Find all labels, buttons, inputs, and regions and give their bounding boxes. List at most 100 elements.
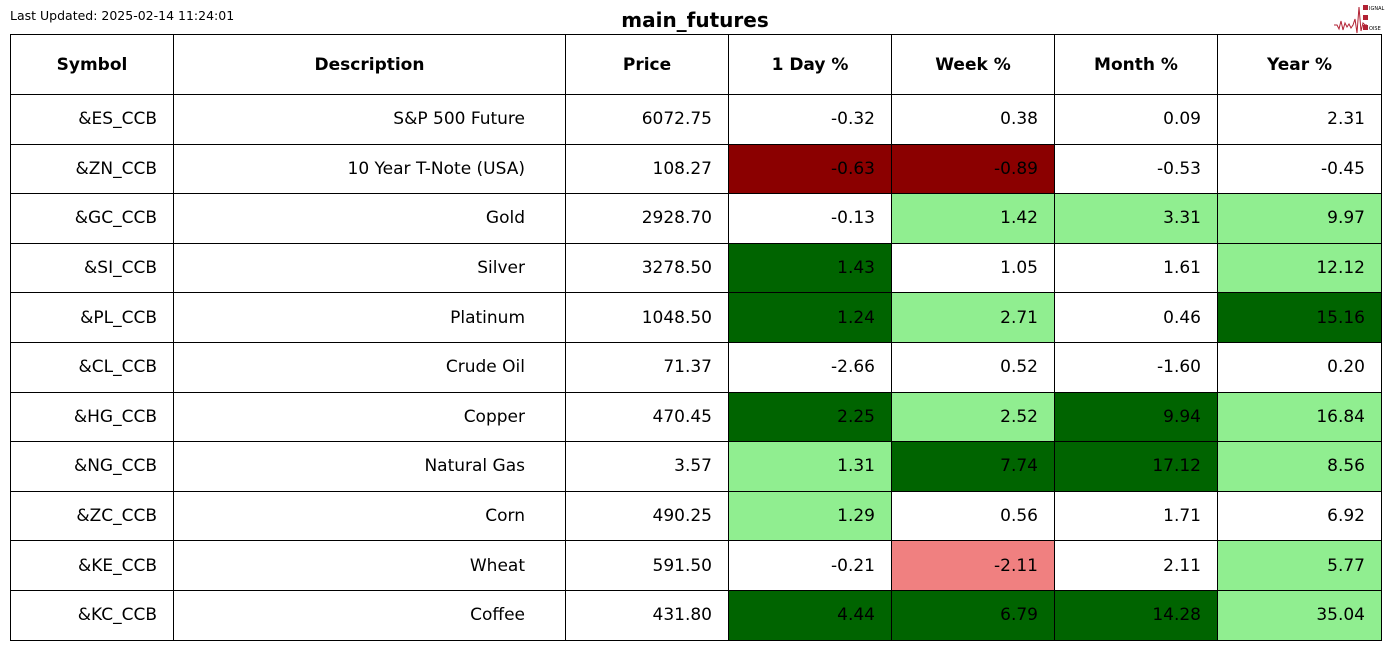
price-cell: 431.80 bbox=[565, 589, 729, 641]
day-pct-cell: -0.13 bbox=[728, 193, 892, 244]
symbol-cell: &ZN_CCB bbox=[10, 143, 174, 195]
week-pct-cell: 7.74 bbox=[891, 441, 1055, 492]
year-pct-cell: 8.56 bbox=[1217, 441, 1382, 492]
year-pct-cell: 6.92 bbox=[1217, 490, 1382, 542]
day-pct-cell: -0.63 bbox=[728, 143, 892, 195]
description-cell: Copper bbox=[173, 391, 566, 443]
symbol-cell: &CL_CCB bbox=[10, 341, 174, 393]
year-pct-cell: 9.97 bbox=[1217, 193, 1382, 244]
day-pct-cell: 1.29 bbox=[728, 490, 892, 542]
column-header: Week % bbox=[891, 34, 1055, 95]
price-cell: 6072.75 bbox=[565, 94, 729, 145]
column-header: Price bbox=[565, 34, 729, 95]
week-pct-cell: 2.52 bbox=[891, 391, 1055, 443]
year-pct-cell: -0.45 bbox=[1217, 143, 1382, 195]
month-pct-cell: 1.71 bbox=[1054, 490, 1218, 542]
week-pct-cell: 0.52 bbox=[891, 341, 1055, 393]
futures-table: Symbol Description Price 1 Day % Week % Month… bbox=[10, 34, 1382, 641]
description-cell: S&P 500 Future bbox=[173, 94, 566, 145]
symbol-cell: &SI_CCB bbox=[10, 242, 174, 294]
week-pct-cell: 0.38 bbox=[891, 94, 1055, 145]
month-pct-cell: 0.09 bbox=[1054, 94, 1218, 145]
day-pct-cell: 1.31 bbox=[728, 441, 892, 492]
table-row: &KE_CCB Wheat 591.50 -0.21 -2.11 2.11 5.77 bbox=[10, 540, 1382, 591]
price-cell: 490.25 bbox=[565, 490, 729, 542]
year-pct-cell: 0.20 bbox=[1217, 341, 1382, 393]
description-cell: Platinum bbox=[173, 292, 566, 343]
table-row: &ZC_CCB Corn 490.25 1.29 0.56 1.71 6.92 bbox=[10, 490, 1382, 542]
month-pct-cell: 9.94 bbox=[1054, 391, 1218, 443]
day-pct-cell: -2.66 bbox=[728, 341, 892, 393]
day-pct-cell: -0.21 bbox=[728, 540, 892, 591]
year-pct-cell: 12.12 bbox=[1217, 242, 1382, 294]
year-pct-cell: 5.77 bbox=[1217, 540, 1382, 591]
price-cell: 470.45 bbox=[565, 391, 729, 443]
description-cell: Gold bbox=[173, 193, 566, 244]
year-pct-cell: 2.31 bbox=[1217, 94, 1382, 145]
year-pct-cell: 15.16 bbox=[1217, 292, 1382, 343]
svg-text:IGNAL: IGNAL bbox=[1369, 6, 1385, 12]
month-pct-cell: 0.46 bbox=[1054, 292, 1218, 343]
week-pct-cell: 6.79 bbox=[891, 589, 1055, 641]
table-row: &CL_CCB Crude Oil 71.37 -2.66 0.52 -1.60 0.20 bbox=[10, 341, 1382, 393]
day-pct-cell: 1.24 bbox=[728, 292, 892, 343]
table-row: &PL_CCB Platinum 1048.50 1.24 2.71 0.46 15.16 bbox=[10, 292, 1382, 343]
week-pct-cell: 1.42 bbox=[891, 193, 1055, 244]
description-cell: Corn bbox=[173, 490, 566, 542]
month-pct-cell: 3.31 bbox=[1054, 193, 1218, 244]
header-row: Symbol Description Price 1 Day % Week % Month… bbox=[10, 34, 1382, 95]
price-cell: 591.50 bbox=[565, 540, 729, 591]
last-updated: Last Updated: 2025-02-14 11:24:01 bbox=[10, 8, 235, 23]
symbol-cell: &GC_CCB bbox=[10, 193, 174, 244]
month-pct-cell: -0.53 bbox=[1054, 143, 1218, 195]
description-cell: Natural Gas bbox=[173, 441, 566, 492]
year-pct-cell: 35.04 bbox=[1217, 589, 1382, 641]
week-pct-cell: 1.05 bbox=[891, 242, 1055, 294]
price-cell: 108.27 bbox=[565, 143, 729, 195]
column-header: Description bbox=[173, 34, 566, 95]
price-cell: 3.57 bbox=[565, 441, 729, 492]
day-pct-cell: 1.43 bbox=[728, 242, 892, 294]
description-cell: 10 Year T-Note (USA) bbox=[173, 143, 566, 195]
table-row: &ES_CCB S&P 500 Future 6072.75 -0.32 0.38 0.0… bbox=[10, 94, 1382, 145]
price-cell: 1048.50 bbox=[565, 292, 729, 343]
table-row: &NG_CCB Natural Gas 3.57 1.31 7.74 17.12 8.56 bbox=[10, 441, 1382, 492]
symbol-cell: &KC_CCB bbox=[10, 589, 174, 641]
week-pct-cell: -0.89 bbox=[891, 143, 1055, 195]
price-cell: 2928.70 bbox=[565, 193, 729, 244]
column-header: Year % bbox=[1217, 34, 1382, 95]
description-cell: Wheat bbox=[173, 540, 566, 591]
month-pct-cell: 2.11 bbox=[1054, 540, 1218, 591]
symbol-cell: &NG_CCB bbox=[10, 441, 174, 492]
month-pct-cell: 1.61 bbox=[1054, 242, 1218, 294]
table-row: &ZN_CCB 10 Year T-Note (USA) 108.27 -0.63 -0… bbox=[10, 143, 1382, 195]
table-row: &GC_CCB Gold 2928.70 -0.13 1.42 3.31 9.97 bbox=[10, 193, 1382, 244]
month-pct-cell: 14.28 bbox=[1054, 589, 1218, 641]
day-pct-cell: 4.44 bbox=[728, 589, 892, 641]
symbol-cell: &ES_CCB bbox=[10, 94, 174, 145]
description-cell: Crude Oil bbox=[173, 341, 566, 393]
svg-text:OISE: OISE bbox=[1369, 26, 1381, 32]
table-row: &KC_CCB Coffee 431.80 4.44 6.79 14.28 35.04 bbox=[10, 589, 1382, 641]
month-pct-cell: 17.12 bbox=[1054, 441, 1218, 492]
price-cell: 71.37 bbox=[565, 341, 729, 393]
symbol-cell: &HG_CCB bbox=[10, 391, 174, 443]
day-pct-cell: 2.25 bbox=[728, 391, 892, 443]
signal-2-noise-logo: IGNAL OISE bbox=[1334, 5, 1385, 34]
column-header: Symbol bbox=[10, 34, 174, 95]
column-header: Month % bbox=[1054, 34, 1218, 95]
description-cell: Silver bbox=[173, 242, 566, 294]
description-cell: Coffee bbox=[173, 589, 566, 641]
table-row: &HG_CCB Copper 470.45 2.25 2.52 9.94 16.84 bbox=[10, 391, 1382, 443]
day-pct-cell: -0.32 bbox=[728, 94, 892, 145]
price-cell: 3278.50 bbox=[565, 242, 729, 294]
symbol-cell: &PL_CCB bbox=[10, 292, 174, 343]
symbol-cell: &ZC_CCB bbox=[10, 490, 174, 542]
table-row: &SI_CCB Silver 3278.50 1.43 1.05 1.61 12.12 bbox=[10, 242, 1382, 294]
week-pct-cell: -2.11 bbox=[891, 540, 1055, 591]
column-header: 1 Day % bbox=[728, 34, 892, 95]
month-pct-cell: -1.60 bbox=[1054, 341, 1218, 393]
week-pct-cell: 2.71 bbox=[891, 292, 1055, 343]
page-title: main_futures bbox=[621, 8, 769, 32]
week-pct-cell: 0.56 bbox=[891, 490, 1055, 542]
